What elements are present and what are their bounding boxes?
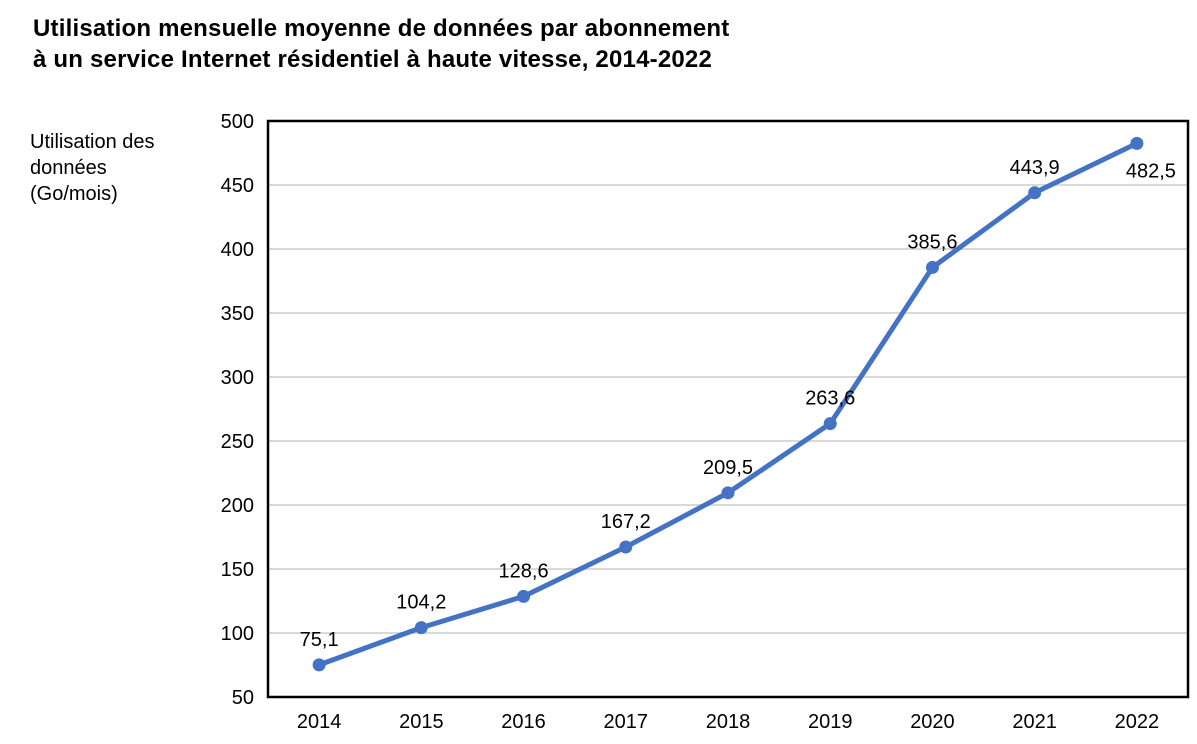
x-axis-tick-label: 2015 [399,711,444,733]
x-axis-tick-label: 2018 [706,711,751,733]
chart-title: Utilisation mensuelle moyenne de données… [33,15,730,73]
data-point-marker [312,658,326,672]
data-point-label: 482,5 [1126,160,1176,182]
data-point-label: 209,5 [703,457,753,479]
data-point-marker [619,540,633,554]
data-point-label: 128,6 [499,560,549,582]
y-axis-tick-label: 250 [221,431,254,453]
y-axis-tick-label: 150 [221,559,254,581]
data-point-label: 167,2 [601,511,651,533]
data-point-marker [823,417,837,431]
data-point-marker [1028,186,1042,200]
data-point-label: 75,1 [300,629,339,651]
data-point-marker [925,260,939,274]
x-axis-tick-label: 2017 [604,711,649,733]
y-axis-tick-label: 100 [221,623,254,645]
y-axis-tick-label: 300 [221,367,254,389]
y-axis-tick-label: 500 [221,111,254,133]
data-point-label: 104,2 [396,592,446,614]
data-point-marker [721,486,735,500]
data-point-marker [517,589,531,603]
x-axis-tick-label: 2022 [1115,711,1160,733]
data-point-label: 263,6 [805,388,855,410]
data-point-marker [414,621,428,635]
x-axis-tick-label: 2020 [910,711,955,733]
y-axis-tick-label: 200 [221,495,254,517]
x-axis-tick-label: 2019 [808,711,853,733]
data-point-label: 443,9 [1010,157,1060,179]
data-line [316,140,1140,668]
x-axis-tick-label: 2021 [1012,711,1057,733]
y-axis-tick-label: 350 [221,303,254,325]
y-axis-tick-label: 450 [221,175,254,197]
y-axis-tick-label: 400 [221,239,254,261]
x-axis-tick-label: 2016 [501,711,546,733]
data-point-label: 385,6 [907,231,957,253]
x-axis-tick-label: 2014 [297,711,342,733]
plot-area-border [266,119,1190,699]
data-point-marker [1130,136,1144,150]
y-axis-tick-label: 50 [232,687,254,709]
y-axis-title: Utilisation des données (Go/mois) [30,131,155,205]
